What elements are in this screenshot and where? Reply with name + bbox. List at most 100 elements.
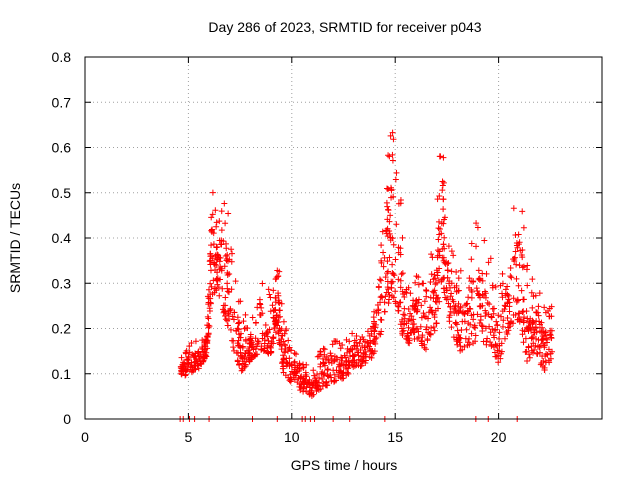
data-point bbox=[221, 200, 228, 207]
data-point bbox=[224, 258, 231, 265]
data-point bbox=[507, 265, 514, 272]
data-point bbox=[279, 360, 286, 367]
data-point bbox=[494, 321, 501, 328]
data-point bbox=[303, 388, 310, 395]
data-point bbox=[445, 300, 452, 307]
data-point bbox=[381, 299, 388, 306]
data-point bbox=[323, 353, 330, 360]
data-point bbox=[440, 206, 447, 213]
data-point bbox=[538, 337, 545, 344]
data-point bbox=[482, 307, 489, 314]
data-point bbox=[467, 321, 474, 328]
data-point bbox=[229, 250, 236, 257]
data-point bbox=[317, 348, 324, 355]
data-point bbox=[533, 309, 540, 316]
data-point bbox=[481, 237, 488, 244]
x-axis-title: GPS time / hours bbox=[291, 457, 398, 473]
data-point bbox=[380, 263, 387, 270]
data-point bbox=[440, 254, 447, 261]
data-point bbox=[389, 270, 396, 277]
data-point bbox=[473, 243, 480, 250]
data-point bbox=[275, 299, 282, 306]
data-point bbox=[320, 360, 327, 367]
data-point bbox=[214, 269, 221, 276]
data-point bbox=[539, 324, 546, 331]
data-point bbox=[234, 325, 241, 332]
data-point bbox=[377, 277, 384, 284]
data-point bbox=[361, 338, 368, 345]
data-point bbox=[533, 335, 540, 342]
data-point bbox=[293, 351, 300, 358]
data-point bbox=[192, 338, 199, 345]
data-point bbox=[302, 379, 309, 386]
data-point bbox=[390, 193, 397, 200]
data-point bbox=[331, 377, 338, 384]
data-point bbox=[387, 212, 394, 219]
data-point bbox=[419, 334, 426, 341]
data-point bbox=[455, 275, 462, 282]
data-point bbox=[492, 283, 499, 290]
data-point bbox=[280, 363, 287, 370]
data-point bbox=[533, 329, 540, 336]
data-point bbox=[180, 368, 187, 375]
data-point bbox=[430, 276, 437, 283]
data-point bbox=[230, 316, 237, 323]
y-tick-label: 0 bbox=[63, 411, 71, 427]
data-point bbox=[236, 361, 243, 368]
data-point bbox=[479, 277, 486, 284]
data-point bbox=[185, 355, 192, 362]
data-point bbox=[474, 287, 481, 294]
data-point bbox=[415, 281, 422, 288]
data-point bbox=[270, 287, 277, 294]
data-point bbox=[286, 355, 293, 362]
data-point bbox=[390, 241, 397, 248]
data-point bbox=[291, 358, 298, 365]
data-point bbox=[214, 251, 221, 258]
data-point bbox=[397, 284, 404, 291]
data-point bbox=[516, 318, 523, 325]
data-point bbox=[448, 324, 455, 331]
data-point bbox=[240, 318, 247, 325]
data-point bbox=[259, 330, 266, 337]
data-point bbox=[428, 325, 435, 332]
data-point bbox=[220, 238, 227, 245]
data-point bbox=[420, 280, 427, 287]
data-point bbox=[543, 339, 550, 346]
data-point bbox=[236, 319, 243, 326]
data-point bbox=[327, 374, 334, 381]
data-point bbox=[389, 157, 396, 164]
data-point bbox=[397, 299, 404, 306]
data-point bbox=[210, 241, 217, 248]
data-point bbox=[385, 207, 392, 214]
data-point bbox=[235, 326, 242, 333]
data-point bbox=[393, 221, 400, 228]
data-point bbox=[512, 248, 519, 255]
data-point bbox=[215, 284, 222, 291]
data-point bbox=[522, 348, 529, 355]
data-point bbox=[428, 251, 435, 258]
data-point bbox=[218, 241, 225, 248]
data-point bbox=[392, 176, 399, 183]
data-point bbox=[523, 308, 530, 315]
data-point bbox=[523, 266, 530, 273]
data-point bbox=[179, 365, 186, 372]
data-point bbox=[261, 347, 268, 354]
data-point bbox=[275, 273, 282, 280]
data-point bbox=[378, 242, 385, 249]
data-point bbox=[489, 284, 496, 291]
data-point bbox=[527, 315, 534, 322]
data-point bbox=[188, 361, 195, 368]
data-point bbox=[362, 348, 369, 355]
data-point bbox=[358, 362, 365, 369]
data-point bbox=[337, 345, 344, 352]
data-point bbox=[411, 321, 418, 328]
data-point bbox=[514, 244, 521, 251]
data-point bbox=[433, 294, 440, 301]
data-point bbox=[270, 314, 277, 321]
data-point bbox=[420, 310, 427, 317]
data-point bbox=[343, 365, 350, 372]
data-point bbox=[535, 303, 542, 310]
data-point bbox=[475, 267, 482, 274]
data-point bbox=[224, 322, 231, 329]
